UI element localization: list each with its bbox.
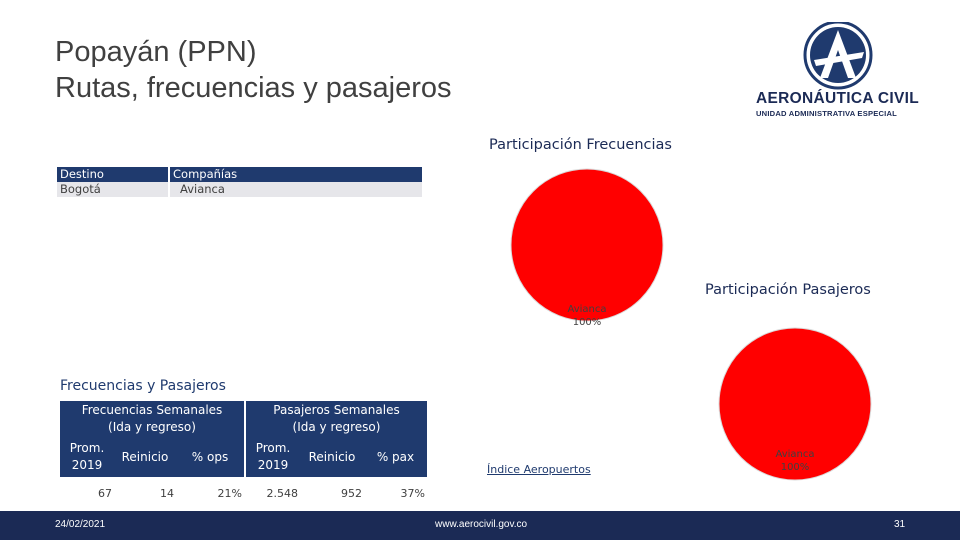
logo-name: AERONÁUTICA CIVIL (756, 90, 919, 107)
group-gap (244, 401, 246, 437)
col-prom-line2: 2019 (257, 458, 289, 472)
col-prom-line1: Prom. (69, 441, 105, 455)
pie-value-label-pax-0: 100% (781, 462, 810, 473)
title-line-2: Rutas, frecuencias y pasajeros (55, 72, 452, 104)
col-freq-prom: Prom. 2019 (60, 437, 114, 477)
table-row: Bogotá Avianca (57, 182, 422, 197)
pax-header-line2: (Ida y regreso) (292, 420, 381, 434)
col-pax-reinicio: Reinicio (300, 437, 364, 477)
cell-pax-prom: 2.548 (266, 486, 299, 500)
pie-label-freq-0: Avianca (567, 304, 606, 315)
cell-destino: Bogotá (57, 182, 168, 197)
table-row: 67 14 21% 2.548 952 37% (60, 477, 427, 503)
cell-freq-pct: 21% (217, 486, 242, 500)
logo-subtitle: UNIDAD ADMINISTRATIVA ESPECIAL (756, 109, 897, 118)
page-title: Popayán (PPN) Rutas, frecuencias y pasaj… (55, 34, 452, 106)
col-pax-pct: % pax (364, 437, 427, 477)
footer-bar (0, 511, 960, 540)
pie-chart-frecuencias: Avianca 100% (510, 168, 664, 328)
col-pax-prom: Prom. 2019 (246, 437, 300, 477)
pie-slice-freq-0 (510, 168, 664, 322)
stats-group-header-row: Frecuencias Semanales (Ida y regreso) Pa… (60, 401, 427, 437)
cell-pax-pct: 37% (400, 486, 425, 500)
cell-gap (168, 182, 170, 197)
col-gap (244, 437, 246, 477)
footer-url: www.aerocivil.gov.co (435, 519, 528, 530)
stats-table: Frecuencias Semanales (Ida y regreso) Pa… (60, 401, 427, 503)
routes-header-row: Destino Compañías (57, 167, 422, 182)
header-destino: Destino (57, 167, 168, 182)
pie-value-label-freq-0: 100% (573, 317, 602, 328)
indice-aeropuertos-link[interactable]: Índice Aeropuertos (487, 463, 591, 476)
col-prom-line1: Prom. (255, 441, 291, 455)
chart-title-frecuencias: Participación Frecuencias (489, 137, 672, 153)
pie-chart-pasajeros: Avianca 100% (718, 327, 872, 481)
chart-title-pasajeros: Participación Pasajeros (705, 282, 871, 298)
freq-header-line1: Frecuencias Semanales (81, 403, 223, 417)
col-prom-line2: 2019 (71, 458, 103, 472)
cell-freq-prom: 67 (98, 486, 112, 500)
page-number: 31 (894, 519, 906, 530)
cell-freq-reinicio: 14 (160, 486, 174, 500)
header-companias: Compañías (170, 167, 422, 182)
header-gap (168, 167, 170, 182)
pie-label-pax-0: Avianca (775, 449, 814, 460)
stats-section-title: Frecuencias y Pasajeros (60, 378, 226, 394)
pax-header-line1: Pasajeros Semanales (273, 403, 400, 417)
cell-gap (244, 477, 246, 503)
pie-slice-pax-0 (718, 327, 872, 481)
cell-pax-reinicio: 952 (341, 486, 362, 500)
logo-emblem-icon (803, 20, 873, 90)
stats-column-header-row: Prom. 2019 Reinicio % ops Prom. 2019 Rei… (60, 437, 427, 477)
pax-group-header: Pasajeros Semanales (Ida y regreso) (246, 401, 427, 437)
title-line-1: Popayán (PPN) (55, 36, 257, 68)
freq-header-line2: (Ida y regreso) (108, 420, 196, 434)
footer-date: 24/02/2021 (55, 519, 106, 530)
routes-table: Destino Compañías Bogotá Avianca (57, 167, 422, 197)
freq-group-header: Frecuencias Semanales (Ida y regreso) (60, 401, 244, 437)
cell-companias: Avianca (170, 182, 422, 197)
aerocivil-logo: AERONÁUTICA CIVIL UNIDAD ADMINISTRATIVA … (752, 20, 922, 126)
col-freq-reinicio: Reinicio (114, 437, 176, 477)
col-ops: % ops (176, 437, 244, 477)
